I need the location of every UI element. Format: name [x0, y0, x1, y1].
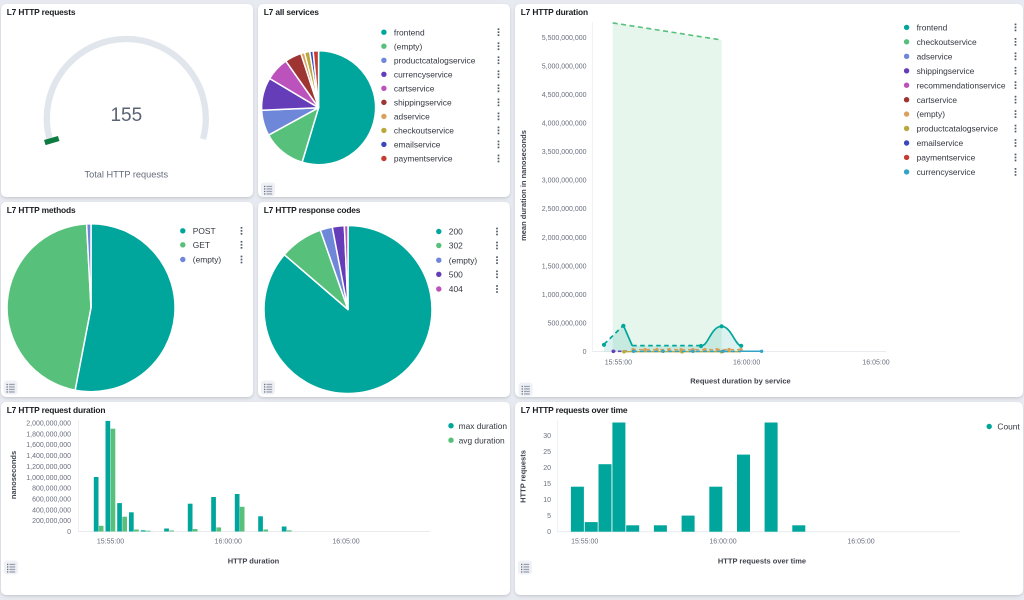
svg-text:500,000,000: 500,000,000: [548, 320, 587, 327]
svg-text:16:00:00: 16:00:00: [709, 539, 736, 546]
svg-text:paymentservice: paymentservice: [917, 153, 976, 163]
svg-text:L7 HTTP request duration: L7 HTTP request duration: [7, 405, 106, 415]
svg-text:302: 302: [449, 241, 463, 251]
svg-text:0: 0: [583, 349, 587, 356]
svg-text:2,000,000,000: 2,000,000,000: [542, 235, 587, 242]
svg-text:L7 HTTP requests over time: L7 HTTP requests over time: [521, 405, 628, 415]
svg-text:L7 all services: L7 all services: [264, 7, 320, 17]
svg-text:1,400,000,000: 1,400,000,000: [26, 453, 71, 460]
svg-text:155: 155: [110, 105, 142, 126]
svg-text:2,500,000,000: 2,500,000,000: [542, 206, 587, 213]
svg-text:800,000,000: 800,000,000: [32, 486, 71, 493]
svg-text:GET: GET: [193, 240, 210, 250]
svg-text:HTTP duration: HTTP duration: [228, 556, 280, 565]
svg-text:404: 404: [449, 284, 463, 294]
svg-text:currencyservice: currencyservice: [394, 69, 453, 79]
svg-text:1,000,000,000: 1,000,000,000: [26, 475, 71, 482]
svg-text:max duration: max duration: [459, 421, 508, 431]
svg-text:L7 HTTP methods: L7 HTTP methods: [7, 205, 76, 215]
svg-text:recommendationservice: recommendationservice: [917, 80, 1006, 90]
svg-text:productcatalogservice: productcatalogservice: [394, 55, 476, 65]
svg-text:5,500,000,000: 5,500,000,000: [542, 35, 587, 42]
svg-text:500: 500: [449, 269, 463, 279]
svg-text:(empty): (empty): [394, 41, 423, 51]
svg-text:25: 25: [543, 449, 551, 456]
svg-text:4,500,000,000: 4,500,000,000: [542, 92, 587, 99]
svg-text:checkoutservice: checkoutservice: [917, 37, 977, 47]
svg-text:currencyservice: currencyservice: [917, 167, 976, 177]
svg-text:adservice: adservice: [917, 51, 953, 61]
svg-text:15:55:00: 15:55:00: [97, 539, 124, 546]
svg-text:400,000,000: 400,000,000: [32, 507, 71, 514]
svg-text:avg duration: avg duration: [459, 435, 505, 445]
svg-text:15:55:00: 15:55:00: [571, 539, 598, 546]
svg-text:1,800,000,000: 1,800,000,000: [26, 431, 71, 438]
svg-text:Total HTTP requests: Total HTTP requests: [85, 169, 169, 179]
svg-text:16:00:00: 16:00:00: [215, 539, 242, 546]
svg-text:20: 20: [543, 465, 551, 472]
svg-text:5: 5: [547, 513, 551, 520]
svg-text:600,000,000: 600,000,000: [32, 497, 71, 504]
svg-text:16:05:00: 16:05:00: [847, 539, 874, 546]
svg-text:(empty): (empty): [449, 255, 478, 265]
svg-text:30: 30: [543, 433, 551, 440]
svg-text:shippingservice: shippingservice: [394, 97, 452, 107]
svg-text:16:00:00: 16:00:00: [733, 360, 760, 367]
svg-text:L7 HTTP requests: L7 HTTP requests: [7, 7, 76, 17]
svg-text:adservice: adservice: [394, 112, 430, 122]
svg-text:cartservice: cartservice: [917, 95, 958, 105]
svg-text:10: 10: [543, 497, 551, 504]
svg-text:0: 0: [67, 529, 71, 536]
svg-text:1,000,000,000: 1,000,000,000: [542, 292, 587, 299]
svg-text:emailservice: emailservice: [394, 140, 441, 150]
svg-text:1,500,000,000: 1,500,000,000: [542, 263, 587, 270]
svg-text:frontend: frontend: [917, 23, 948, 33]
svg-text:4,000,000,000: 4,000,000,000: [542, 121, 587, 128]
svg-text:mean duration in nanoseconds: mean duration in nanoseconds: [519, 130, 528, 241]
svg-text:L7 HTTP response codes: L7 HTTP response codes: [264, 205, 361, 215]
svg-text:1,200,000,000: 1,200,000,000: [26, 464, 71, 471]
svg-text:productcatalogservice: productcatalogservice: [917, 124, 999, 134]
svg-text:paymentservice: paymentservice: [394, 154, 453, 164]
svg-text:HTTP requests over time: HTTP requests over time: [718, 556, 806, 565]
svg-text:0: 0: [547, 529, 551, 536]
svg-text:Count: Count: [997, 422, 1020, 432]
svg-text:200: 200: [449, 227, 463, 237]
svg-text:POST: POST: [193, 226, 216, 236]
svg-text:16:05:00: 16:05:00: [862, 360, 889, 367]
svg-text:Request duration by service: Request duration by service: [690, 377, 790, 386]
svg-text:nanoseconds: nanoseconds: [9, 451, 18, 499]
svg-text:15: 15: [543, 481, 551, 488]
svg-text:1,600,000,000: 1,600,000,000: [26, 442, 71, 449]
svg-text:HTTP requests: HTTP requests: [519, 450, 528, 503]
svg-text:frontend: frontend: [394, 27, 425, 37]
svg-text:shippingservice: shippingservice: [917, 66, 975, 76]
svg-text:cartservice: cartservice: [394, 83, 435, 93]
svg-text:(empty): (empty): [193, 255, 222, 265]
svg-text:5,000,000,000: 5,000,000,000: [542, 64, 587, 71]
svg-text:checkoutservice: checkoutservice: [394, 126, 454, 136]
svg-text:200,000,000: 200,000,000: [32, 518, 71, 525]
svg-text:2,000,000,000: 2,000,000,000: [26, 421, 71, 428]
svg-text:3,000,000,000: 3,000,000,000: [542, 178, 587, 185]
svg-text:15:55:00: 15:55:00: [605, 360, 632, 367]
svg-text:16:05:00: 16:05:00: [332, 539, 359, 546]
svg-text:L7 HTTP duration: L7 HTTP duration: [521, 7, 588, 17]
svg-text:emailservice: emailservice: [917, 138, 964, 148]
svg-text:3,500,000,000: 3,500,000,000: [542, 149, 587, 156]
svg-text:(empty): (empty): [917, 109, 946, 119]
